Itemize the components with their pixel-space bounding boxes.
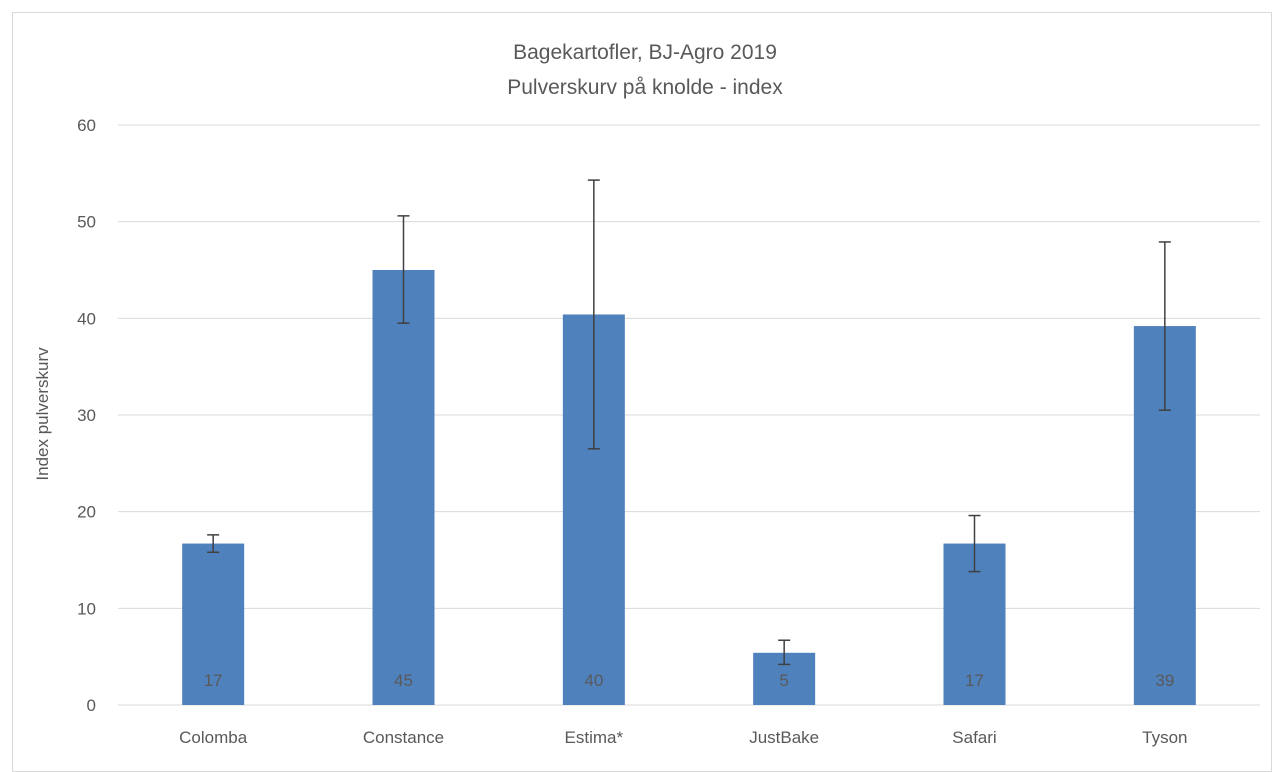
bar-colomba bbox=[182, 543, 245, 705]
y-tick-label: 40 bbox=[77, 309, 96, 328]
x-tick-label: Colomba bbox=[179, 728, 248, 747]
x-tick-label: Estima* bbox=[565, 728, 624, 747]
data-label: 17 bbox=[204, 671, 223, 690]
chart-title-line-2: Pulverskurv på knolde - index bbox=[507, 76, 783, 99]
y-tick-label: 60 bbox=[77, 116, 96, 135]
y-tick-label: 50 bbox=[77, 213, 96, 232]
x-tick-label: JustBake bbox=[749, 728, 819, 747]
y-tick-label: 0 bbox=[87, 696, 96, 715]
data-label: 40 bbox=[584, 671, 603, 690]
chart-title-line-1: Bagekartofler, BJ-Agro 2019 bbox=[513, 41, 777, 64]
bar-chart: Bagekartofler, BJ-Agro 2019 Pulverskurv … bbox=[33, 41, 1260, 747]
data-label: 17 bbox=[965, 671, 984, 690]
bar-constance bbox=[372, 270, 435, 705]
data-label: 39 bbox=[1155, 671, 1174, 690]
data-label: 45 bbox=[394, 671, 413, 690]
y-axis-label: Index pulverskurv bbox=[33, 347, 52, 481]
x-tick-label: Constance bbox=[363, 728, 444, 747]
y-tick-label: 20 bbox=[77, 503, 96, 522]
x-tick-label: Safari bbox=[952, 728, 996, 747]
y-tick-label: 30 bbox=[77, 406, 96, 425]
x-tick-label: Tyson bbox=[1142, 728, 1187, 747]
y-tick-label: 10 bbox=[77, 599, 96, 618]
data-label: 5 bbox=[779, 671, 788, 690]
